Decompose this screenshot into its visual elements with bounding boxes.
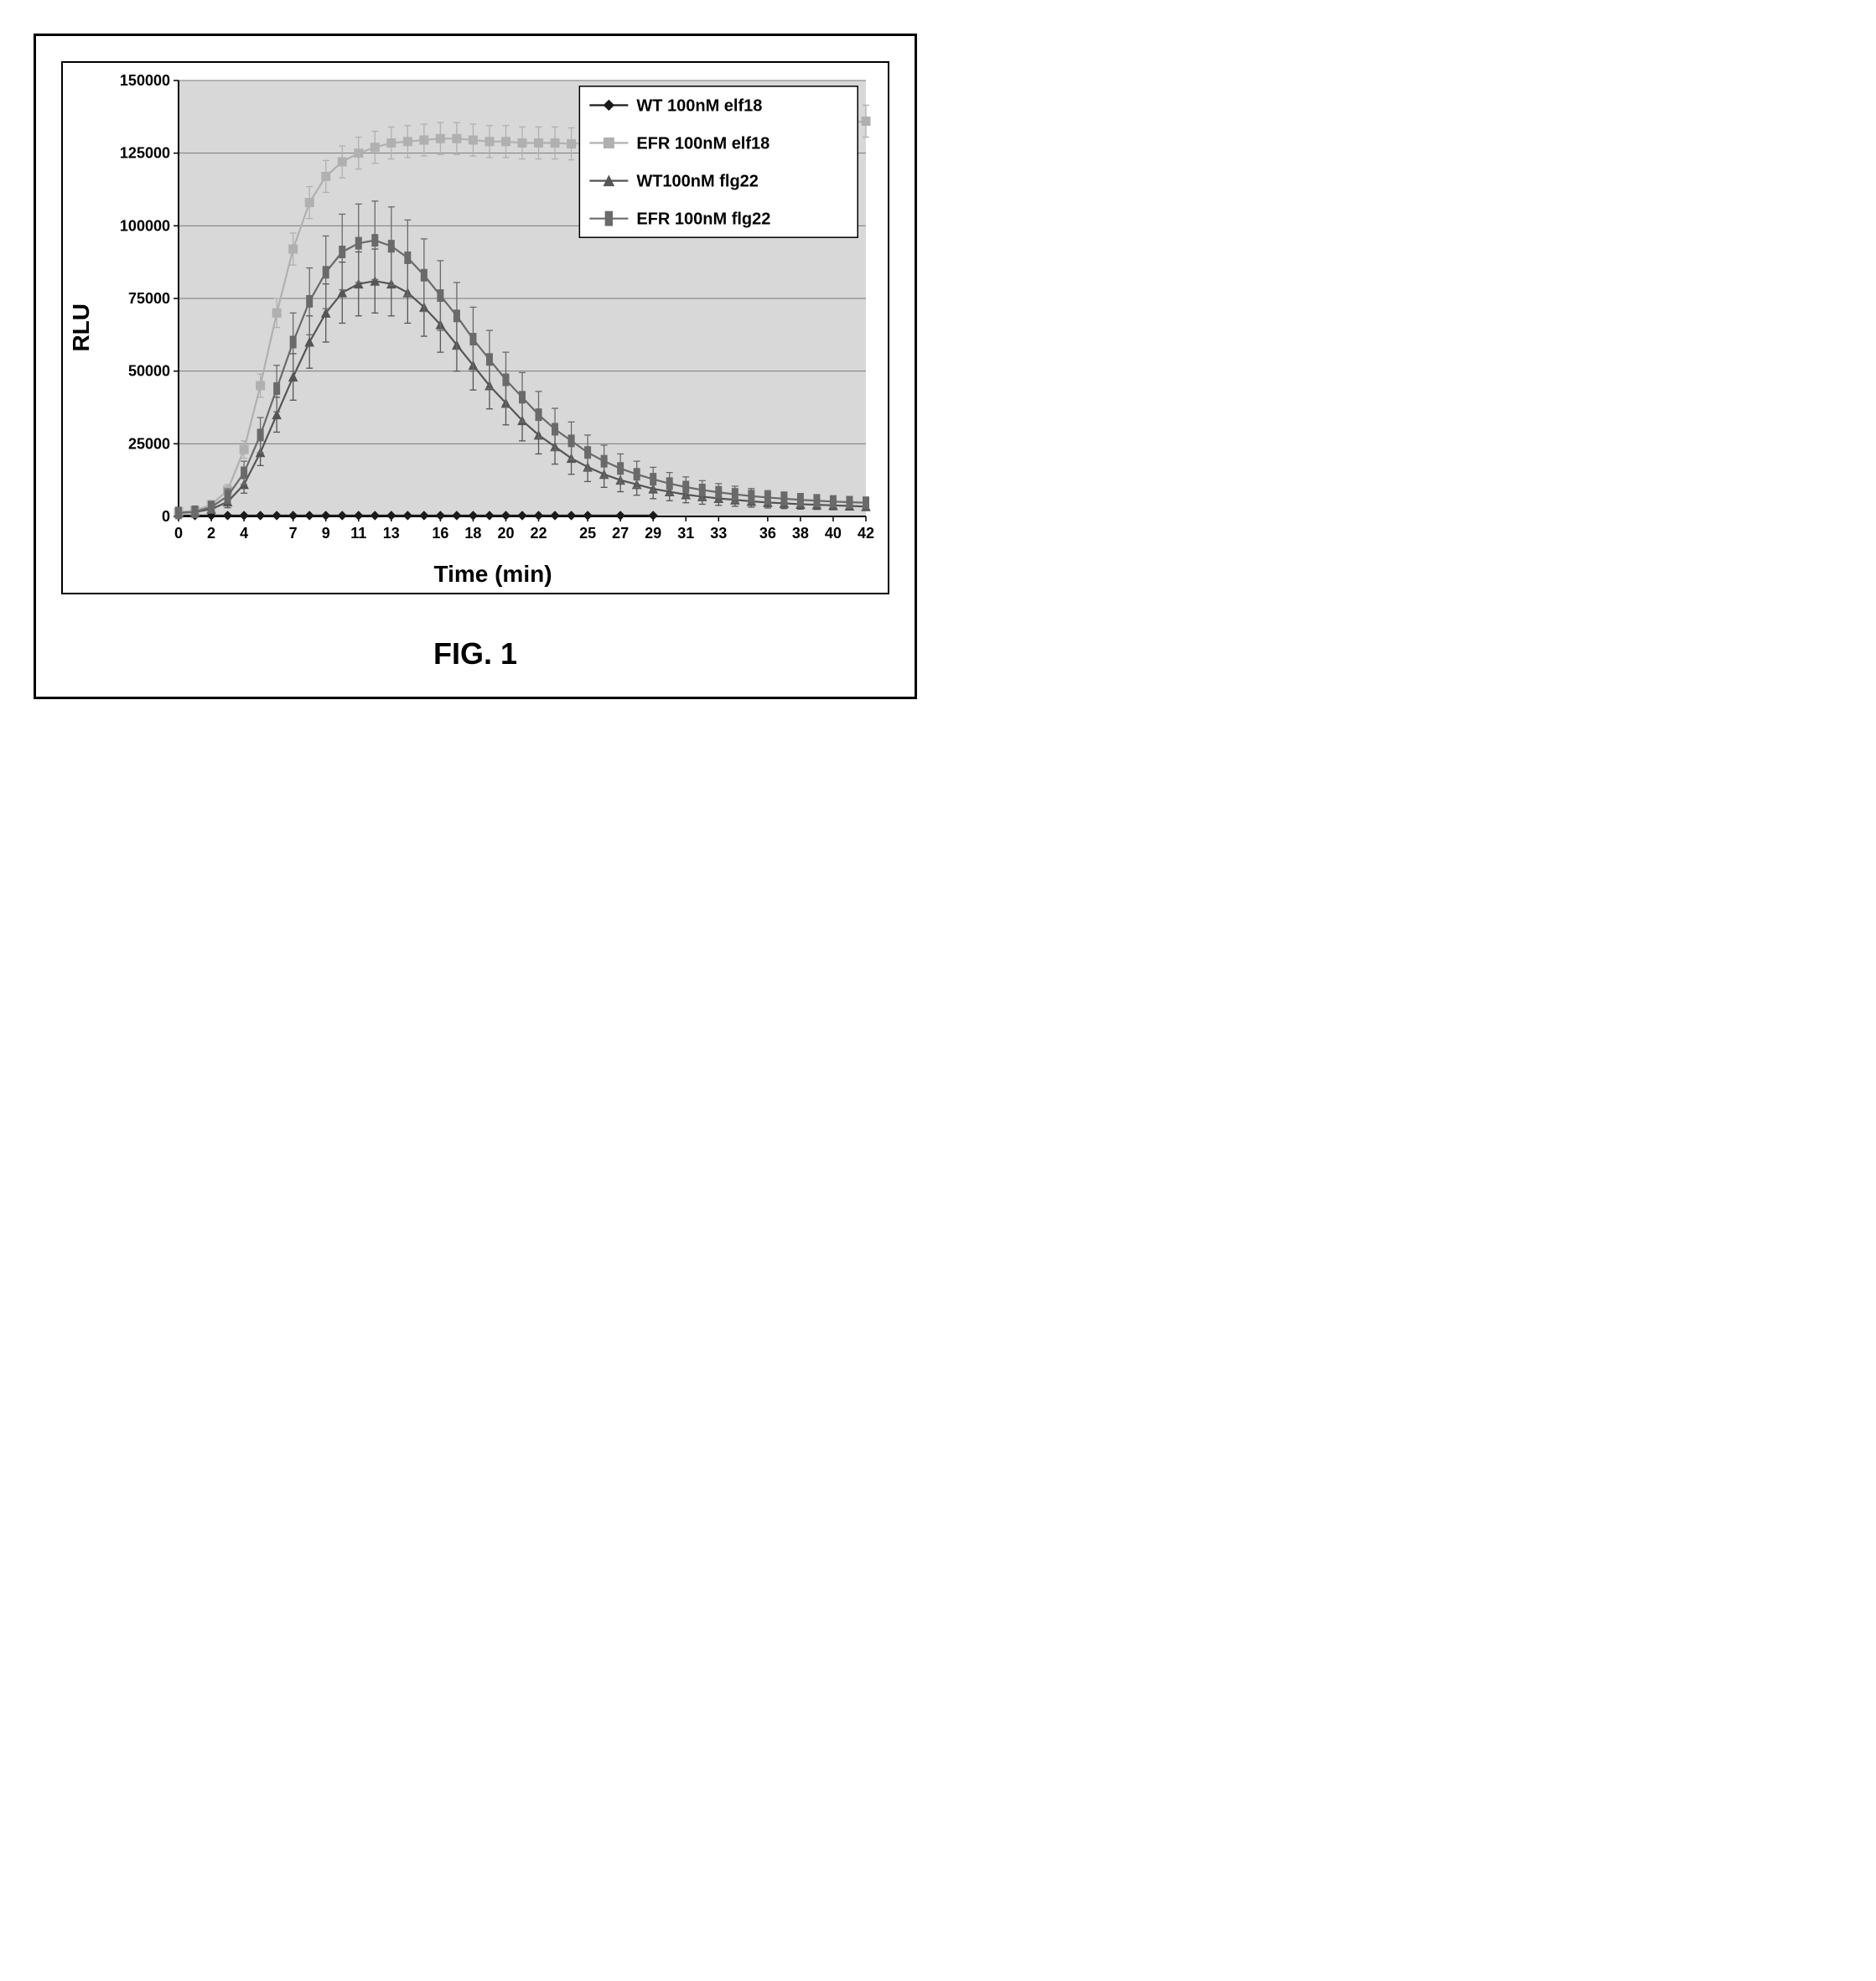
svg-text:29: 29: [645, 525, 661, 542]
svg-text:18: 18: [464, 525, 481, 542]
y-axis-label: RLU: [68, 303, 95, 352]
svg-text:25: 25: [579, 525, 596, 542]
svg-text:0: 0: [162, 508, 170, 525]
svg-text:13: 13: [383, 525, 400, 542]
chart-frame: RLU 0 25000 50000 75000 100000 125000 150000 0 2…: [61, 61, 889, 594]
svg-text:33: 33: [710, 525, 727, 542]
svg-text:42: 42: [858, 525, 874, 542]
svg-text:36: 36: [759, 525, 776, 542]
svg-text:0: 0: [174, 525, 183, 542]
svg-text:16: 16: [432, 525, 448, 542]
svg-text:38: 38: [792, 525, 809, 542]
svg-text:2: 2: [207, 525, 215, 542]
svg-text:25000: 25000: [128, 435, 170, 452]
svg-text:75000: 75000: [128, 290, 170, 307]
svg-text:20: 20: [497, 525, 514, 542]
svg-text:EFR 100nM elf18: EFR 100nM elf18: [636, 135, 770, 153]
figure-outer-frame: RLU 0 25000 50000 75000 100000 125000 150000 0 2…: [34, 34, 917, 699]
svg-text:4: 4: [240, 525, 248, 542]
svg-text:150000: 150000: [120, 72, 170, 89]
x-axis-label: Time (min): [433, 561, 552, 588]
svg-text:22: 22: [531, 525, 547, 542]
svg-text:40: 40: [825, 525, 842, 542]
svg-text:31: 31: [677, 525, 694, 542]
figure-caption: FIG. 1: [61, 636, 889, 672]
svg-text:9: 9: [322, 525, 330, 542]
svg-text:50000: 50000: [128, 363, 170, 380]
svg-text:WT 100nM elf18: WT 100nM elf18: [636, 96, 762, 115]
svg-text:125000: 125000: [120, 145, 170, 162]
svg-text:27: 27: [612, 525, 629, 542]
svg-text:11: 11: [350, 525, 366, 542]
svg-text:WT100nM flg22: WT100nM flg22: [636, 173, 759, 191]
svg-text:7: 7: [289, 525, 298, 542]
svg-text:100000: 100000: [120, 217, 170, 234]
svg-text:EFR 100nM flg22: EFR 100nM flg22: [636, 210, 770, 229]
line-chart: 0 25000 50000 75000 100000 125000 150000 0 2 4 7 9 1…: [103, 68, 883, 554]
